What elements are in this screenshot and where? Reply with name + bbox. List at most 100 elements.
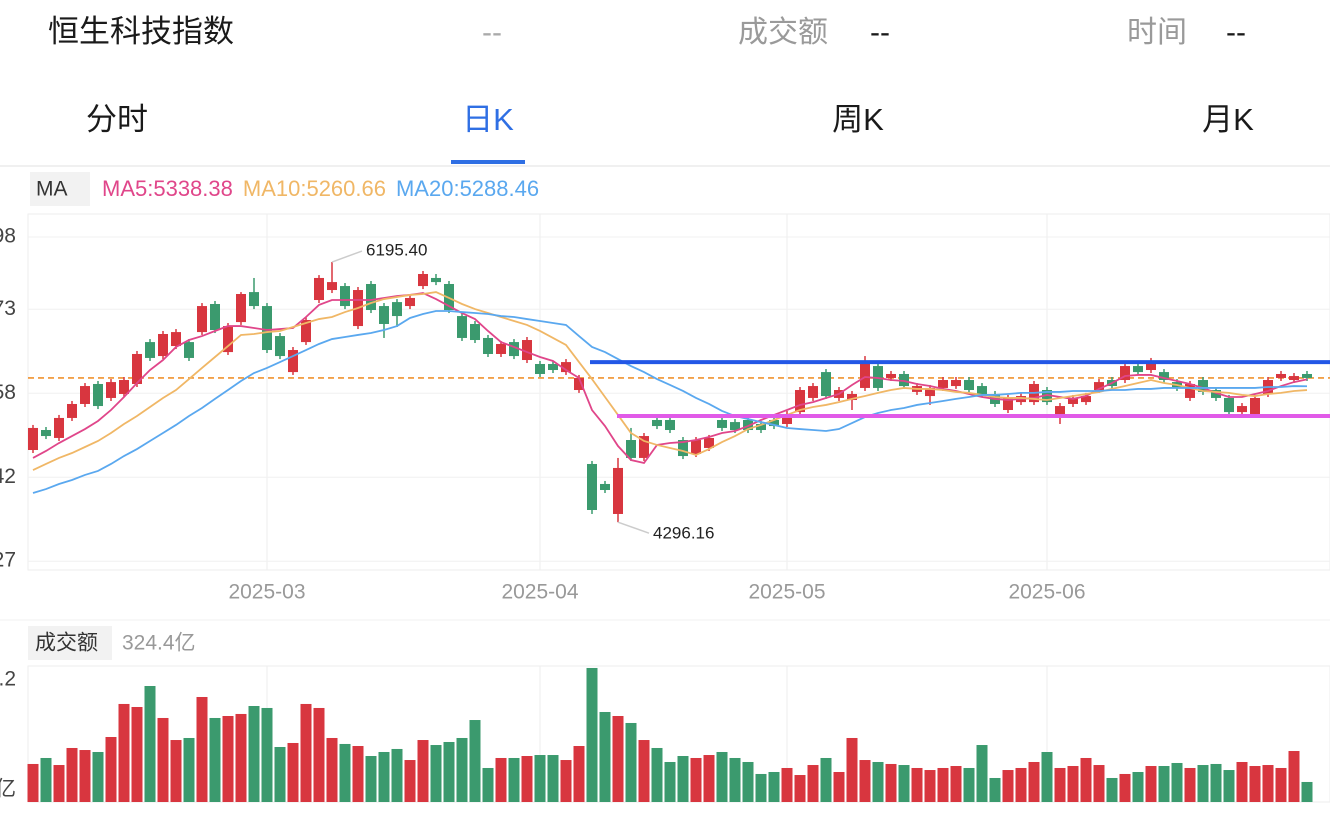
volume-bar: [547, 755, 559, 802]
candle-body: [678, 440, 688, 457]
volume-title: 成交额: [35, 632, 98, 655]
candle-body: [561, 362, 571, 373]
candle-body: [249, 292, 259, 307]
volume-bar: [27, 763, 39, 802]
candle-body: [223, 326, 233, 353]
volume-bar: [1119, 773, 1131, 802]
volume-bar: [1171, 762, 1183, 802]
candle-body: [821, 372, 831, 397]
candle-body: [67, 403, 77, 418]
candle-body: [847, 393, 857, 401]
volume-bar: [1210, 763, 1222, 802]
volume-bar: [118, 703, 130, 802]
candle-body: [1068, 397, 1078, 404]
ma-legend-title: MA: [36, 178, 68, 201]
volume-bar: [170, 740, 182, 802]
volume-bar: [599, 711, 611, 802]
candle-body: [431, 277, 441, 283]
y-tick-label: 5850.73: [0, 297, 16, 320]
candle-body: [938, 380, 948, 388]
volume-bar: [1132, 771, 1144, 802]
tab[interactable]: 日K: [462, 102, 514, 137]
volume-bar: [768, 771, 780, 802]
candle-body: [951, 380, 961, 387]
volume-bar: [40, 757, 52, 802]
volume-bar: [430, 745, 442, 802]
candle-body: [886, 373, 896, 378]
volume-legend-box: [28, 626, 112, 660]
volume-bar: [1197, 765, 1209, 802]
x-tick-label: 2025-03: [228, 581, 305, 604]
legend-entry: MA20:5288.46: [396, 176, 539, 201]
turnover-label: 成交额: [738, 16, 828, 49]
candle-body: [1302, 373, 1312, 378]
turnover-value: --: [870, 16, 890, 49]
volume-bar: [625, 722, 637, 802]
candle-body: [795, 390, 805, 413]
y-tick-label: 6377.98: [0, 225, 16, 248]
volume-bar: [235, 713, 247, 802]
volume-bar: [677, 756, 689, 802]
index-title: 恒生科技指数: [48, 14, 234, 49]
volume-bar: [261, 707, 273, 802]
y-tick-label: 5237.58: [0, 381, 16, 404]
volume-bar: [911, 767, 923, 802]
legend-entry: MA5:5338.38: [102, 176, 233, 201]
volume-bar: [859, 760, 871, 802]
candle-body: [1055, 406, 1065, 414]
volume-bar: [755, 773, 767, 802]
candle-body: [964, 380, 974, 391]
volume-bar: [417, 740, 429, 802]
volume-bar: [1041, 751, 1053, 802]
volume-bar: [326, 737, 338, 802]
volume-bar: [534, 755, 546, 802]
volume-bar: [105, 736, 117, 802]
candle-body: [1185, 383, 1195, 398]
volume-bar: [1028, 761, 1040, 802]
volume-bar: [144, 686, 156, 802]
volume-bar: [898, 765, 910, 802]
candle-body: [925, 387, 935, 397]
tab[interactable]: 月K: [1202, 102, 1254, 137]
volume-bar: [1288, 751, 1300, 802]
volume-bar: [690, 757, 702, 802]
candle-body: [977, 386, 987, 394]
candle-body: [210, 303, 220, 331]
y-tick-label: 1976.2: [0, 668, 16, 691]
candle-body: [1289, 376, 1299, 381]
candle-body: [860, 363, 870, 388]
candle-body: [743, 420, 753, 431]
candle-body: [301, 320, 311, 343]
volume-bar: [300, 703, 312, 802]
x-tick-label: 2025-05: [748, 581, 825, 604]
volume-bar: [196, 696, 208, 802]
volume-bar: [1249, 766, 1261, 802]
candle-body: [691, 440, 701, 454]
volume-bar: [729, 757, 741, 802]
volume-bar: [53, 765, 65, 802]
volume-bar: [222, 716, 234, 802]
candle-body: [782, 413, 792, 424]
candle-body: [873, 366, 883, 388]
volume-bar: [989, 777, 1001, 802]
volume-bar: [404, 760, 416, 802]
candle-body: [1003, 397, 1013, 411]
tab[interactable]: 分时: [86, 102, 148, 137]
candle-body: [288, 350, 298, 373]
candle-body: [639, 436, 649, 458]
volume-bar: [313, 707, 325, 802]
candle-body: [1133, 366, 1143, 373]
candle-body: [145, 342, 155, 358]
tab[interactable]: 周K: [832, 102, 884, 137]
candle-body: [171, 332, 181, 347]
candle-body: [600, 483, 610, 491]
legend-entry: MA10:5260.66: [243, 176, 386, 201]
volume-bar: [209, 717, 221, 802]
volume-bar: [1223, 770, 1235, 802]
candle-body: [899, 373, 909, 387]
volume-bar: [66, 747, 78, 802]
candle-body: [574, 377, 584, 391]
candle-body: [119, 380, 129, 394]
volume-bar: [586, 667, 598, 802]
